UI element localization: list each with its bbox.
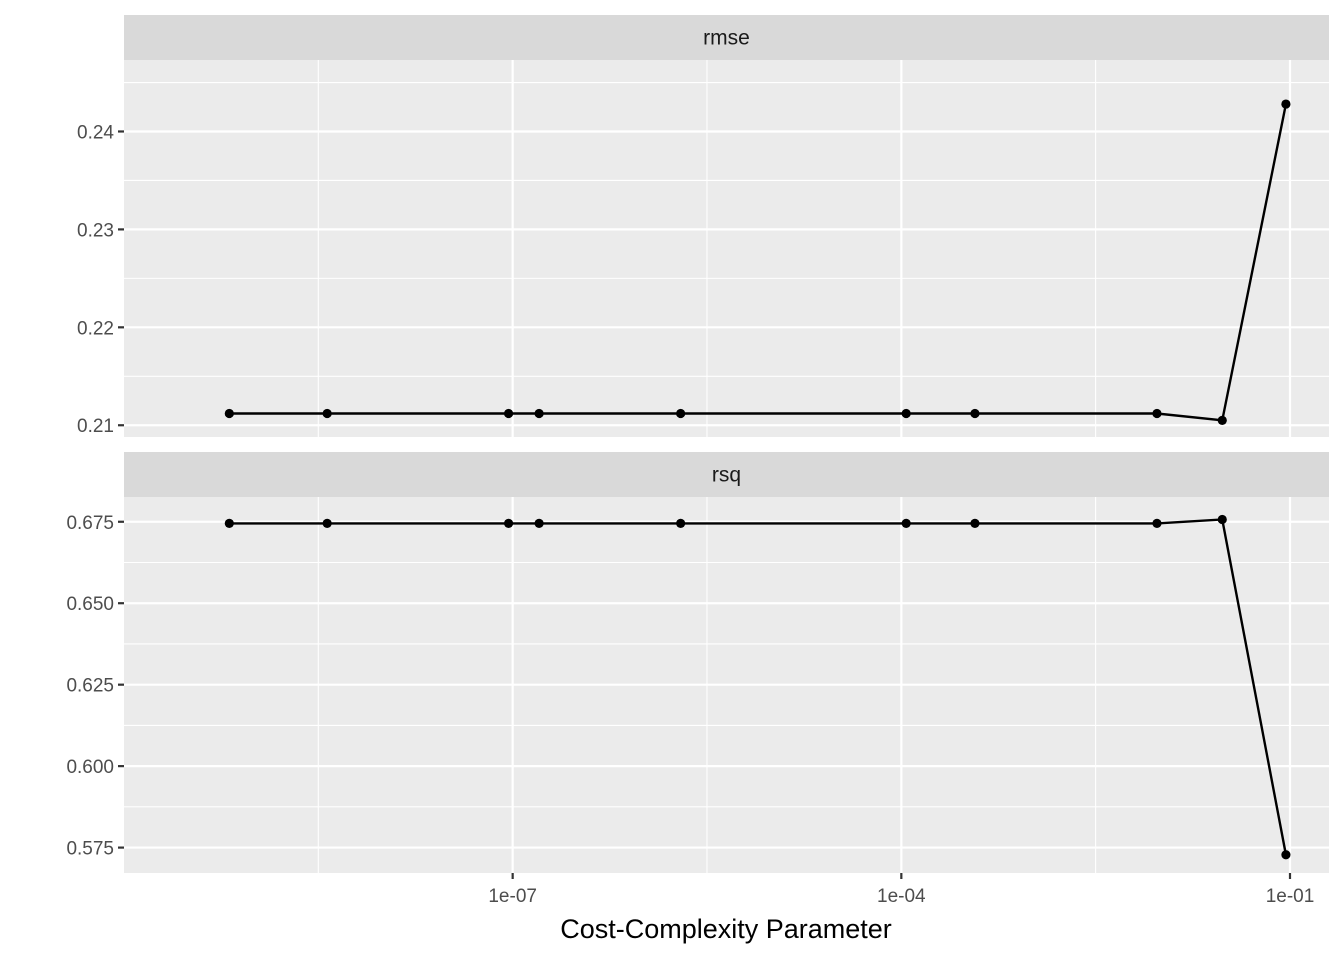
data-point (970, 518, 980, 528)
data-point (224, 518, 234, 528)
data-point (503, 408, 514, 419)
x-axis: 1e-07 1e-04 1e-01 (488, 873, 1314, 907)
data-point (1281, 99, 1291, 109)
data-point (676, 408, 686, 419)
data-point (534, 518, 544, 528)
data-point (901, 408, 911, 419)
data-point (1217, 514, 1227, 525)
y-tick-label: 0.22 (77, 318, 114, 339)
facet-strip (124, 15, 1329, 60)
x-tick-label: 1e-07 (488, 886, 537, 907)
x-tick-label: 1e-04 (877, 886, 926, 907)
facet-strip (124, 452, 1329, 497)
series-line-rmse (229, 103, 1288, 422)
data-point (1152, 518, 1162, 528)
y-tick-label: 0.23 (77, 220, 114, 241)
facet-strip-label: rmse (703, 27, 750, 50)
x-axis-title: Cost-Complexity Parameter (560, 914, 892, 944)
data-point (322, 408, 332, 419)
data-point (676, 518, 686, 528)
data-point (534, 408, 544, 419)
x-tick-label: 1e-01 (1266, 886, 1315, 907)
series-line-rsq (229, 518, 1288, 855)
data-point (1152, 408, 1162, 419)
y-tick-label: 0.575 (66, 839, 114, 860)
panel-background (124, 60, 1329, 437)
data-point (901, 518, 911, 528)
y-tick-label: 0.650 (66, 594, 114, 615)
y-tick-label: 0.600 (66, 757, 114, 778)
data-point (224, 408, 234, 419)
facet-panel-rmse: rmse 0.21 0.22 0.23 0.24 (77, 15, 1329, 437)
data-point (322, 518, 332, 528)
y-tick-label: 0.625 (66, 676, 114, 697)
data-point (1217, 415, 1227, 425)
data-point (503, 518, 514, 528)
y-tick-label: 0.675 (66, 513, 114, 534)
facet-panels: rmse 0.21 0.22 0.23 0.24 rsq 0.575 0.600 0.625 0.… (66, 15, 1329, 873)
data-point (1281, 850, 1291, 860)
data-point (970, 408, 980, 419)
y-tick-label: 0.21 (77, 416, 114, 437)
y-tick-label: 0.24 (77, 122, 114, 143)
facet-panel-rsq: rsq 0.575 0.600 0.625 0.650 0.675 (66, 452, 1329, 873)
facet-strip-label: rsq (712, 464, 741, 487)
